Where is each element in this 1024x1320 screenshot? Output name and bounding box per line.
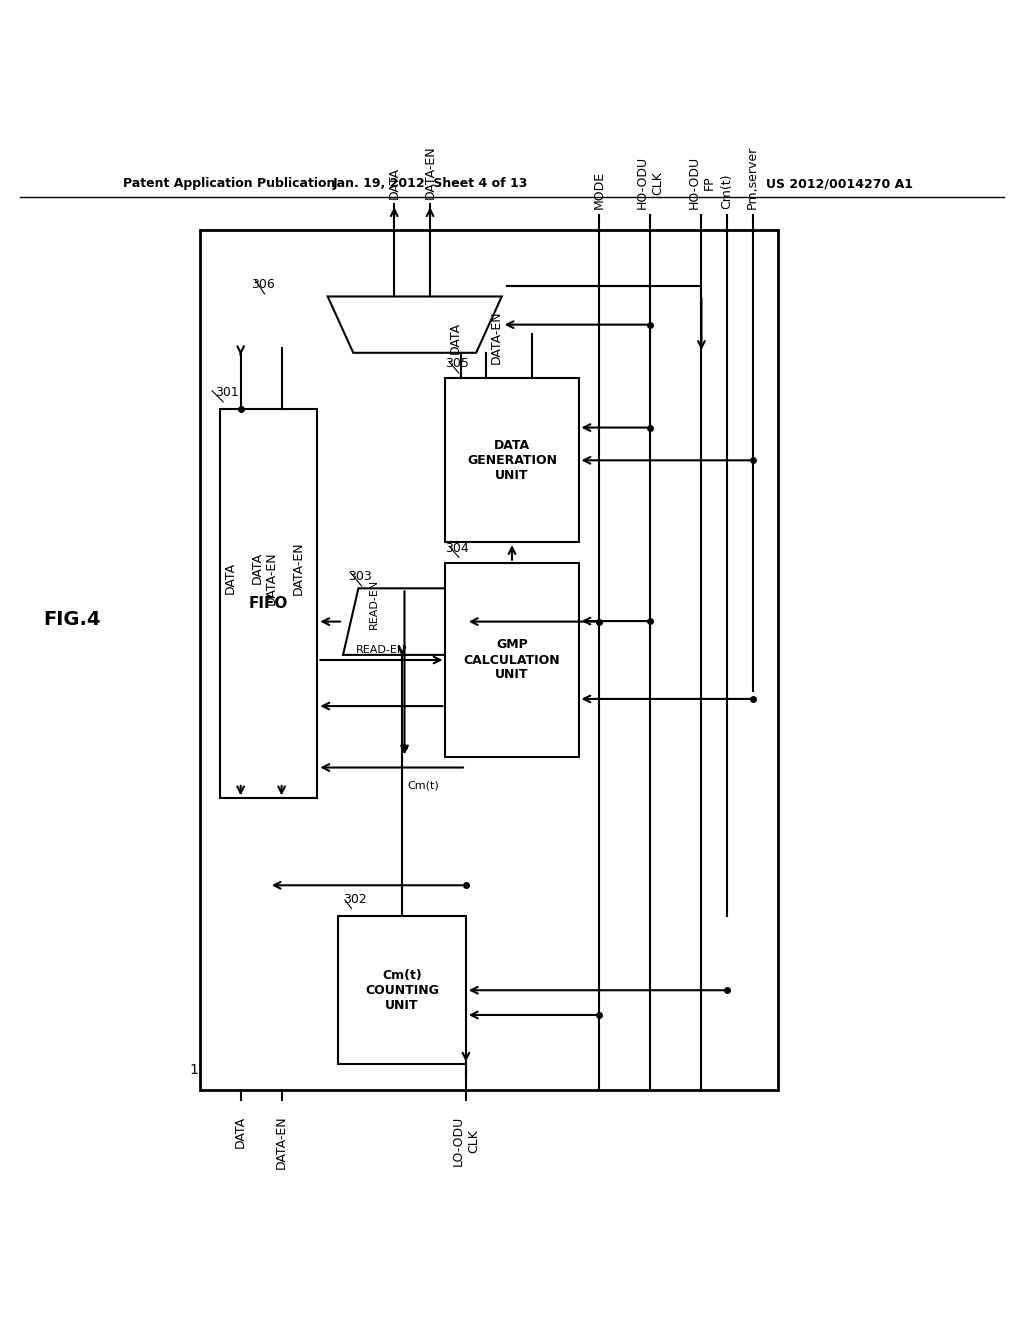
Text: 305: 305 [445,358,469,370]
Text: Pm,server: Pm,server [746,147,759,210]
Text: READ-EN: READ-EN [356,645,407,655]
FancyBboxPatch shape [220,409,317,799]
Text: DATA: DATA [234,1115,247,1148]
FancyBboxPatch shape [445,379,579,543]
Text: 304: 304 [445,541,469,554]
Text: DATA-EN: DATA-EN [490,310,503,364]
Text: Patent Application Publication: Patent Application Publication [123,177,335,190]
Text: DATA-EN: DATA-EN [292,541,305,594]
FancyBboxPatch shape [200,230,778,1090]
Text: Cm(t): Cm(t) [408,780,439,791]
Text: DATA
GENERATION
UNIT: DATA GENERATION UNIT [467,438,557,482]
Text: 302: 302 [343,892,367,906]
Text: DATA-EN: DATA-EN [275,1115,288,1170]
Text: READ-EN: READ-EN [369,578,379,628]
Text: 131: 131 [189,1063,216,1077]
Text: FIFO: FIFO [249,597,289,611]
Text: 306: 306 [251,279,274,292]
Text: Cm(t): Cm(t) [721,174,733,210]
Text: 301: 301 [215,385,239,399]
Text: 303: 303 [348,570,372,583]
Text: HO-ODU
FP: HO-ODU FP [687,156,716,210]
Text: US 2012/0014270 A1: US 2012/0014270 A1 [766,177,913,190]
Text: Jan. 19, 2012  Sheet 4 of 13: Jan. 19, 2012 Sheet 4 of 13 [333,177,527,190]
Text: LO-ODU
CLK: LO-ODU CLK [452,1115,480,1166]
Polygon shape [343,589,466,655]
FancyBboxPatch shape [445,562,579,758]
Text: DATA: DATA [251,552,264,583]
Text: HO-ODU
CLK: HO-ODU CLK [636,156,665,210]
Text: DATA-EN: DATA-EN [265,552,278,605]
Text: GMP
CALCULATION
UNIT: GMP CALCULATION UNIT [464,639,560,681]
Text: DATA: DATA [450,321,462,354]
Text: FIG.4: FIG.4 [43,610,100,628]
Text: DATA: DATA [224,562,237,594]
Text: DATA-EN: DATA-EN [424,145,436,199]
FancyBboxPatch shape [338,916,466,1064]
Text: DATA: DATA [388,168,400,199]
Text: Cm(t)
COUNTING
UNIT: Cm(t) COUNTING UNIT [365,969,439,1011]
Polygon shape [328,297,502,352]
Text: MODE: MODE [593,172,605,210]
